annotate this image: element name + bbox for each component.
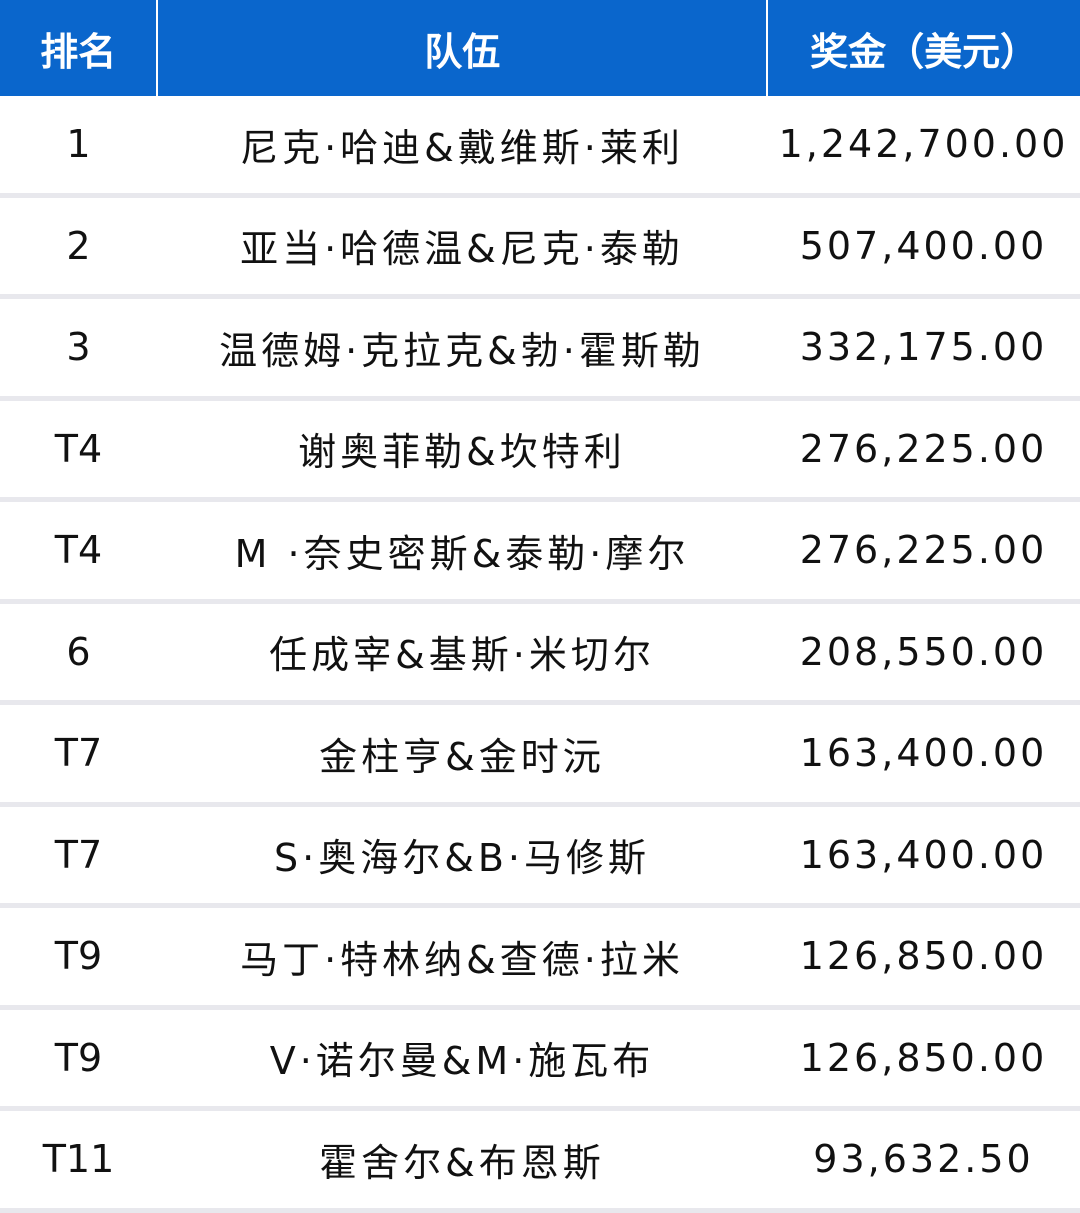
prize-cell: 208,550.00 [799, 629, 1048, 674]
rank-cell: T7 [54, 731, 103, 776]
rank-cell: T9 [54, 1035, 103, 1080]
rank-cell: T7 [54, 832, 103, 877]
rank-cell: T11 [42, 1137, 115, 1182]
table-row: T7 S·奥海尔&B·马修斯 163,400.00 [0, 806, 1080, 908]
team-cell: 亚当·哈德温&尼克·泰勒 [240, 227, 684, 272]
prize-cell: 276,225.00 [799, 528, 1048, 573]
header-team: 队伍 [158, 0, 769, 96]
table-row: T9 V·诺尔曼&M·施瓦布 126,850.00 [0, 1009, 1080, 1111]
rank-cell: T9 [54, 934, 103, 979]
rank-cell: T4 [54, 426, 103, 471]
table-row: 6 任成宰&基斯·米切尔 208,550.00 [0, 603, 1080, 705]
table-row: 1 尼克·哈迪&戴维斯·莱利 1,242,700.00 [0, 96, 1080, 198]
rank-cell: T4 [54, 528, 103, 573]
header-prize: 奖金（美元） [810, 29, 1039, 74]
prize-cell: 332,175.00 [799, 325, 1048, 370]
table-row: T4 M ·奈史密斯&泰勒·摩尔 276,225.00 [0, 502, 1080, 604]
team-cell: 马丁·特林纳&查德·拉米 [240, 937, 684, 982]
prize-cell: 163,400.00 [799, 731, 1048, 776]
team-cell: 谢奥菲勒&坎特利 [298, 430, 626, 475]
header-rank: 排名 [0, 0, 159, 96]
prize-cell: 93,632.50 [813, 1137, 1034, 1182]
prize-cell: 1,242,700.00 [778, 122, 1069, 167]
rank-cell: 3 [66, 325, 91, 370]
team-cell: 任成宰&基斯·米切尔 [269, 633, 655, 678]
team-cell: M ·奈史密斯&泰勒·摩尔 [234, 531, 690, 576]
team-cell: 金柱亨&金时沅 [319, 734, 605, 779]
table-row: T4 谢奥菲勒&坎特利 276,225.00 [0, 400, 1080, 502]
rank-cell: 6 [66, 629, 91, 674]
table-row: T11 霍舍尔&布恩斯 93,632.50 [0, 1111, 1080, 1213]
table-row: T9 马丁·特林纳&查德·拉米 126,850.00 [0, 908, 1080, 1010]
team-cell: 尼克·哈迪&戴维斯·莱利 [240, 125, 684, 170]
prize-cell: 163,400.00 [799, 832, 1048, 877]
prize-cell: 276,225.00 [799, 426, 1048, 471]
table-row: T7 金柱亨&金时沅 163,400.00 [0, 705, 1080, 807]
rank-cell: 1 [66, 122, 91, 167]
rank-cell: 2 [66, 223, 91, 268]
team-cell: 霍舍尔&布恩斯 [319, 1140, 605, 1185]
prize-cell: 126,850.00 [799, 1035, 1048, 1080]
table-row: 2 亚当·哈德温&尼克·泰勒 507,400.00 [0, 197, 1080, 299]
team-cell: S·奥海尔&B·马修斯 [274, 836, 650, 881]
table-row: 3 温德姆·克拉克&勃·霍斯勒 332,175.00 [0, 299, 1080, 401]
prize-cell: 126,850.00 [799, 934, 1048, 979]
team-cell: V·诺尔曼&M·施瓦布 [269, 1039, 655, 1084]
table-header: 排名 队伍 奖金（美元） [0, 0, 1080, 96]
team-cell: 温德姆·克拉克&勃·霍斯勒 [219, 328, 705, 373]
prize-cell: 507,400.00 [799, 223, 1048, 268]
